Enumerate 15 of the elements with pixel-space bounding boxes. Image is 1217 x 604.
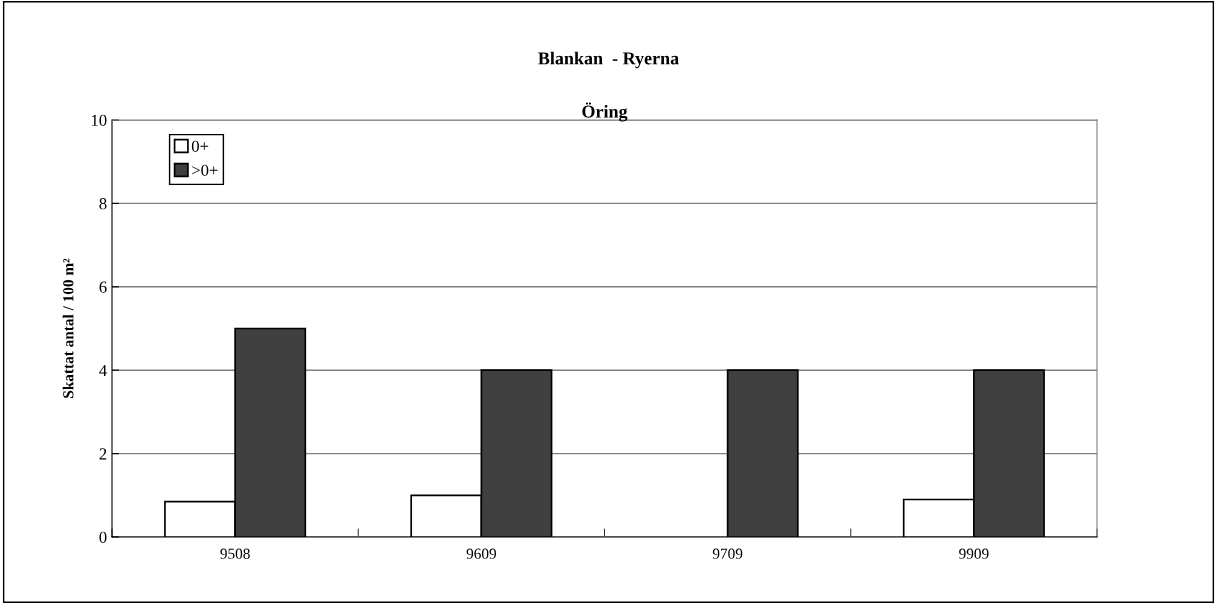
y-tick-label: 8 (99, 198, 107, 210)
chart-title: Blankan - Ryerna (538, 51, 679, 69)
legend-label: >0+ (192, 164, 218, 176)
y-axis-title: Skattat antal / 100 m² (62, 258, 74, 398)
y-tick-label: 0 (99, 531, 107, 543)
y-tick-label: 2 (99, 448, 107, 460)
x-tick-label: 9709 (712, 548, 743, 559)
y-tick-label: 6 (99, 281, 107, 293)
x-tick-label: 9609 (466, 548, 497, 559)
x-tick-label: 9508 (220, 548, 250, 559)
y-tick-label: 4 (99, 365, 107, 376)
y-tick-label: 10 (91, 114, 107, 126)
chart-subtitle: Öring (582, 102, 628, 122)
legend-label: 0+ (191, 140, 209, 152)
x-tick-label: 9909 (959, 548, 989, 559)
